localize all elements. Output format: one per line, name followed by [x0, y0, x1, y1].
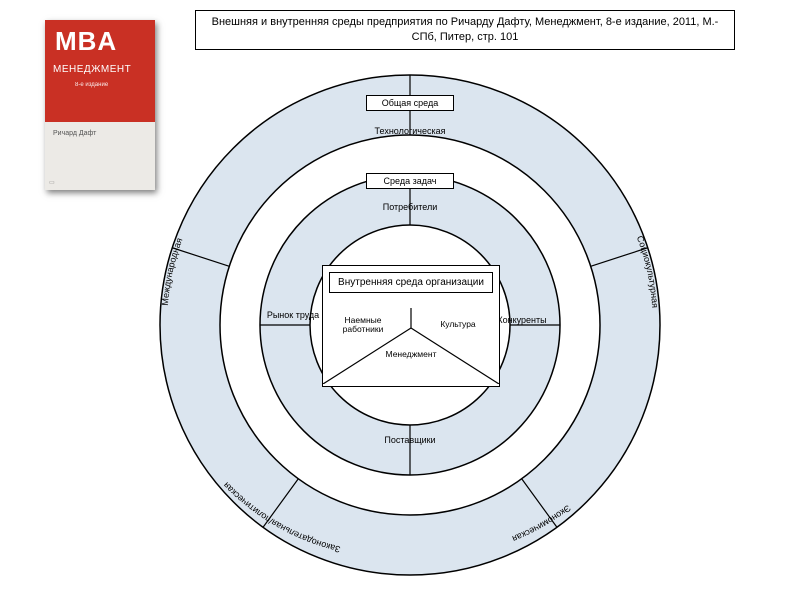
book-author: Ричард Дафт [53, 130, 96, 137]
center-box: Внутренняя среда организации Наемные раб… [322, 265, 500, 387]
inner-seg-labor: Рынок труда [253, 310, 333, 320]
diagram-title: Внешняя и внутренняя среды предприятия п… [195, 10, 735, 50]
inner-ring-label: Среда задач [366, 173, 454, 189]
book-subtitle: МЕНЕДЖМЕНТ [53, 64, 131, 75]
book-cover-top: MBA МЕНЕДЖМЕНТ 8-е издание [45, 20, 155, 122]
center-title: Внутренняя среда организации [329, 272, 493, 293]
environment-diagram: Социокультурная Экономическая Законодате… [145, 60, 675, 590]
outer-seg-technological: Технологическая [365, 126, 455, 136]
inner-seg-consumers: Потребители [365, 202, 455, 212]
center-culture: Культура [427, 320, 489, 329]
center-employees: Наемные работники [327, 316, 399, 335]
book-publisher-mark: ▭ [49, 179, 55, 186]
book-cover-bottom: Ричард Дафт ▭ [45, 122, 155, 190]
center-management: Менеджмент [376, 350, 446, 359]
book-edition: 8-е издание [75, 82, 108, 88]
book-mba-logo: MBA [55, 26, 117, 57]
book-cover: MBA МЕНЕДЖМЕНТ 8-е издание Ричард Дафт ▭ [45, 20, 155, 190]
outer-ring-label: Общая среда [366, 95, 454, 111]
inner-seg-suppliers: Поставщики [365, 435, 455, 445]
